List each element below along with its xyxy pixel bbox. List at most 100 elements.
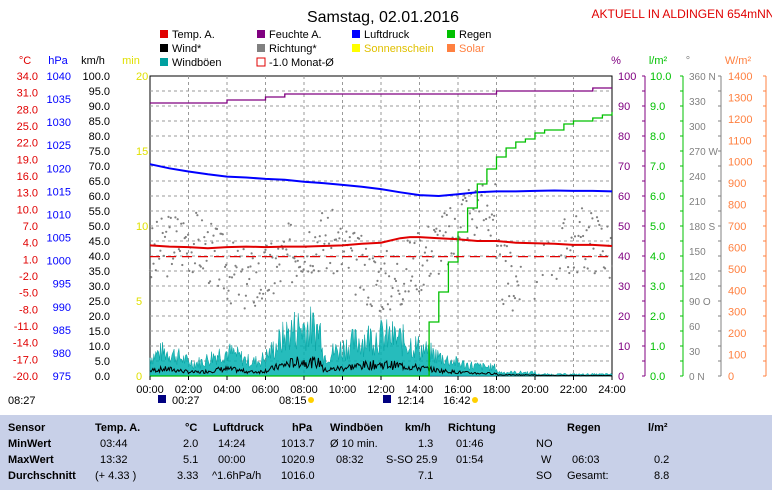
direction-point bbox=[560, 254, 563, 257]
direction-point bbox=[256, 296, 259, 299]
series-line bbox=[150, 112, 613, 377]
stats-cell: S-SO 25.9 bbox=[386, 454, 438, 466]
direction-point bbox=[158, 257, 161, 260]
direction-point bbox=[482, 219, 485, 222]
x-tick-label: 08:00 bbox=[290, 384, 318, 396]
direction-point bbox=[309, 264, 312, 267]
direction-point bbox=[229, 302, 232, 305]
direction-point bbox=[307, 270, 310, 273]
header-right: AKTUELL IN ALDINGEN 654mNN bbox=[592, 7, 772, 21]
direction-point bbox=[257, 262, 260, 265]
tick-label-temp: -14.0 bbox=[13, 338, 38, 350]
tick-label-direction: 180 S bbox=[689, 222, 715, 233]
axis-unit-wind: km/h bbox=[81, 55, 105, 67]
tick-label-wind: 65.0 bbox=[89, 176, 110, 188]
stats-head-gust-unit: km/h bbox=[405, 422, 431, 434]
stats-head-temp-unit: °C bbox=[185, 422, 198, 434]
direction-point bbox=[278, 263, 281, 266]
stats-cell: 1013.7 bbox=[281, 438, 315, 450]
tick-label-pressure: 1020 bbox=[47, 163, 71, 175]
marker-label: 12:14 bbox=[397, 395, 425, 407]
direction-point bbox=[340, 263, 343, 266]
tick-label-temp: 10.0 bbox=[17, 204, 38, 216]
direction-point bbox=[565, 247, 569, 250]
direction-point bbox=[339, 227, 342, 230]
direction-point bbox=[434, 230, 437, 233]
tick-label-sun: 0 bbox=[136, 371, 142, 383]
series-line bbox=[149, 236, 613, 250]
markers: 08:27 00:27 08:15 12:14 16:42 bbox=[8, 395, 478, 407]
moon-icon bbox=[158, 395, 166, 403]
stats-cell: 1.3 bbox=[418, 438, 434, 450]
stats-cell: 2.0 bbox=[183, 438, 199, 450]
direction-point bbox=[248, 277, 251, 281]
axis-unit-sun: min bbox=[122, 55, 140, 67]
direction-point bbox=[175, 230, 178, 233]
direction-point bbox=[587, 226, 591, 229]
direction-point bbox=[154, 269, 157, 272]
direction-point bbox=[407, 290, 410, 293]
direction-point bbox=[334, 238, 338, 241]
x-tick-label: 14:00 bbox=[406, 384, 434, 396]
tick-label-pressure: 1030 bbox=[47, 117, 71, 129]
tick-label-direction: 360 N bbox=[689, 72, 716, 83]
direction-point bbox=[185, 252, 189, 255]
direction-point bbox=[218, 278, 221, 281]
direction-point bbox=[450, 252, 453, 255]
direction-point bbox=[430, 250, 433, 253]
tick-label-pressure: 1025 bbox=[47, 140, 71, 152]
tick-label-direction: 90 O bbox=[689, 297, 711, 308]
direction-point bbox=[255, 271, 258, 274]
direction-point bbox=[200, 219, 204, 222]
direction-point bbox=[413, 241, 416, 245]
tick-label-rain: 1.0 bbox=[650, 341, 665, 353]
direction-point bbox=[389, 308, 392, 311]
direction-point bbox=[489, 234, 492, 237]
stats-head-gust: Windböen bbox=[330, 422, 384, 434]
direction-point bbox=[326, 216, 329, 219]
direction-point bbox=[302, 268, 305, 271]
direction-point bbox=[170, 262, 173, 266]
direction-point bbox=[420, 288, 423, 292]
stats-cell: Gesamt: bbox=[567, 470, 609, 482]
direction-point bbox=[287, 222, 290, 225]
tick-label-wind: 90.0 bbox=[89, 101, 110, 113]
stats-cell: 7.1 bbox=[418, 470, 434, 482]
tick-label-rain: 4.0 bbox=[650, 251, 665, 263]
series-line bbox=[149, 163, 613, 198]
axis-headers: °C hPa km/h min% l/m² ° W/m² bbox=[19, 55, 752, 67]
tick-label-temp: -17.0 bbox=[13, 354, 38, 366]
tick-label-direction: 0 N bbox=[689, 372, 705, 383]
direction-point bbox=[378, 309, 381, 312]
tick-label-solar: 0 bbox=[728, 371, 734, 383]
legend-swatch bbox=[447, 30, 455, 38]
stats-cell: Ø 10 min. bbox=[330, 438, 378, 450]
tick-label-solar: 1100 bbox=[728, 135, 752, 147]
direction-point bbox=[507, 282, 510, 285]
tick-label-wind: 75.0 bbox=[89, 146, 110, 158]
direction-point bbox=[435, 227, 438, 230]
direction-point bbox=[424, 246, 428, 249]
tick-label-wind: 45.0 bbox=[89, 236, 110, 248]
stats-cell: 03:44 bbox=[100, 438, 128, 450]
direction-point bbox=[494, 183, 497, 186]
direction-point bbox=[288, 238, 291, 241]
direction-point bbox=[315, 253, 318, 256]
stats-row-label: MaxWert bbox=[8, 454, 54, 466]
direction-point bbox=[383, 262, 386, 265]
axis-unit-rain: l/m² bbox=[649, 55, 668, 67]
tick-label-solar: 700 bbox=[728, 221, 746, 233]
tick-label-direction: 60 bbox=[689, 322, 701, 333]
direction-point bbox=[578, 220, 581, 224]
direction-point bbox=[262, 292, 265, 295]
x-tick-label: 18:00 bbox=[483, 384, 511, 396]
tick-label-wind: 50.0 bbox=[89, 221, 110, 233]
tick-label-humidity: 80 bbox=[618, 131, 630, 143]
direction-point bbox=[191, 271, 194, 274]
legend: Temp. A. Feuchte A. Luftdruck Regen Wind* Ric… bbox=[160, 29, 491, 69]
stats-row-label: MinWert bbox=[8, 438, 52, 450]
tick-label-solar: 1000 bbox=[728, 157, 752, 169]
tick-label-solar: 300 bbox=[728, 307, 746, 319]
direction-point bbox=[577, 234, 580, 237]
direction-point bbox=[563, 218, 566, 221]
